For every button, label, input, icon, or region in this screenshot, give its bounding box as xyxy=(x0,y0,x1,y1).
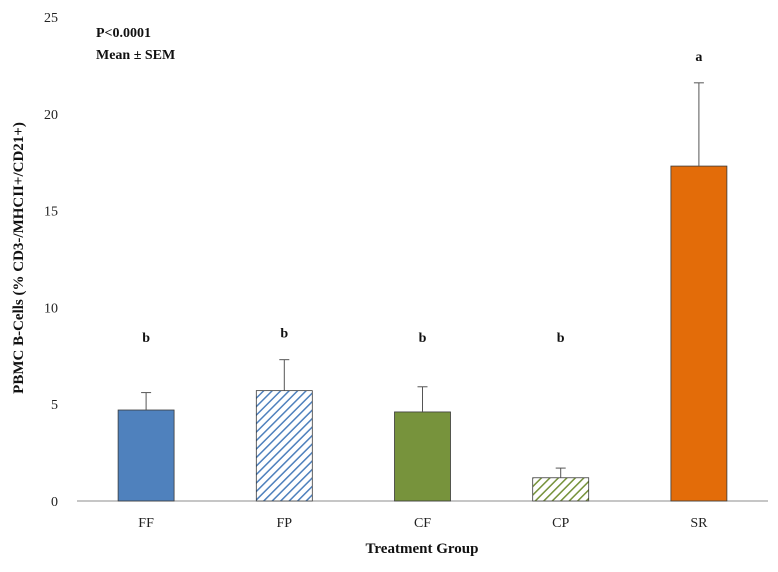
x-axis-title: Treatment Group xyxy=(366,541,479,557)
x-tick-label-ff: FF xyxy=(138,516,154,531)
y-tick-label-10: 10 xyxy=(44,301,58,316)
significance-letter-cf: b xyxy=(419,331,427,346)
x-tick-label-cf: CF xyxy=(414,516,431,531)
significance-letter-cp: b xyxy=(557,331,565,346)
bar-sr xyxy=(670,165,728,502)
significance-letter-fp: b xyxy=(280,327,288,342)
bar-cp xyxy=(532,477,590,502)
error-bars-group xyxy=(141,82,704,478)
y-tick-label-0: 0 xyxy=(51,495,58,510)
bar-cf xyxy=(394,411,451,502)
y-axis: 0 5 10 15 20 25 xyxy=(44,11,58,510)
significance-letter-sr: a xyxy=(695,50,702,65)
significance-letters-group: b b b b a xyxy=(142,50,702,346)
bars-group xyxy=(117,165,728,502)
x-tick-label-cp: CP xyxy=(552,516,569,531)
bar-ff xyxy=(117,409,175,502)
significance-letter-ff: b xyxy=(142,331,150,346)
y-tick-label-25: 25 xyxy=(44,11,58,26)
y-tick-label-15: 15 xyxy=(44,205,58,220)
x-tick-label-sr: SR xyxy=(690,516,708,531)
y-axis-title: PBMC B-Cells (% CD3-/MHCII+/CD21+) xyxy=(11,122,27,394)
x-tick-label-fp: FP xyxy=(277,516,293,531)
annotation-p-value: P<0.0001 xyxy=(96,26,151,41)
bar-fp xyxy=(255,390,313,502)
x-tick-labels-group: FF FP CF CP SR xyxy=(138,516,708,531)
y-tick-label-5: 5 xyxy=(51,398,58,413)
y-tick-label-20: 20 xyxy=(44,108,58,123)
annotation-mean-sem: Mean ± SEM xyxy=(96,48,175,63)
